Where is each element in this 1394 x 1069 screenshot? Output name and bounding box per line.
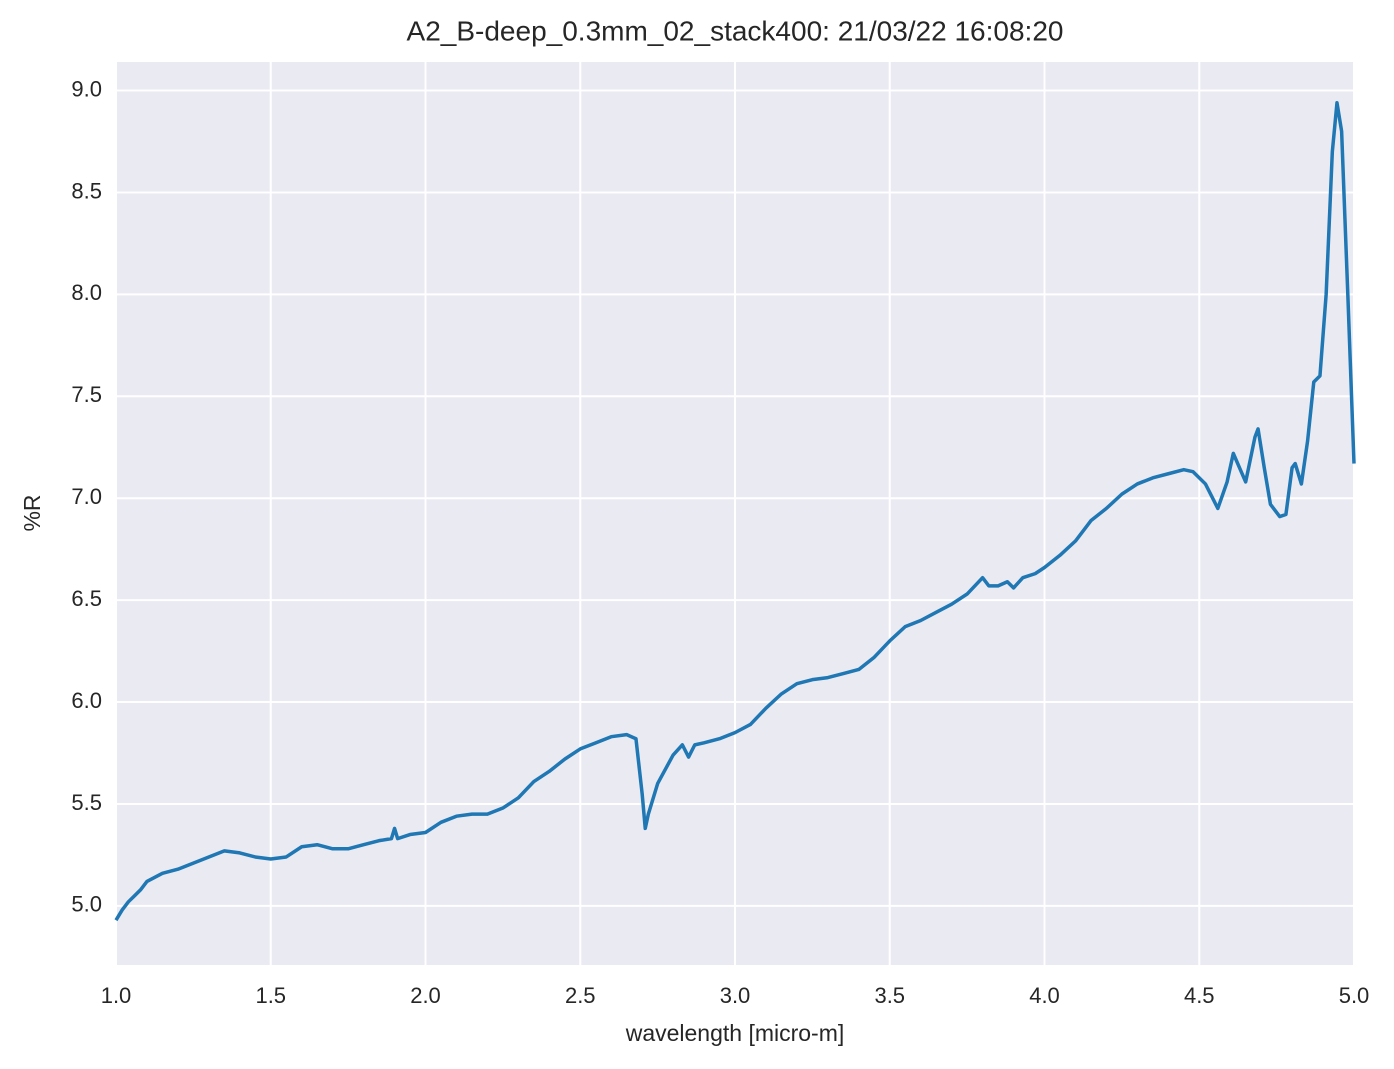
y-tick-label: 7.5 <box>71 382 102 407</box>
x-tick-label: 2.5 <box>565 983 596 1008</box>
x-tick-label: 4.5 <box>1184 983 1215 1008</box>
y-tick-label: 8.0 <box>71 280 102 305</box>
y-tick-label: 6.0 <box>71 688 102 713</box>
x-tick-label: 1.5 <box>255 983 286 1008</box>
x-axis-label: wavelength [micro-m] <box>625 1020 845 1046</box>
y-tick-label: 7.0 <box>71 484 102 509</box>
grid <box>115 62 1355 965</box>
chart-title: A2_B-deep_0.3mm_02_stack400: 21/03/22 16… <box>407 15 1064 46</box>
x-tick-label: 3.5 <box>874 983 905 1008</box>
x-tick-label: 3.0 <box>720 983 751 1008</box>
x-tick-label: 5.0 <box>1339 983 1370 1008</box>
y-tick-label: 5.0 <box>71 892 102 917</box>
marks <box>114 101 1356 922</box>
y-tick-label: 6.5 <box>71 586 102 611</box>
data-line <box>114 101 1356 922</box>
x-tick-label: 1.0 <box>101 983 132 1008</box>
y-axis-label: %R <box>19 494 45 531</box>
y-tick-label: 5.5 <box>71 790 102 815</box>
x-tick-label: 4.0 <box>1029 983 1060 1008</box>
y-tick-label: 9.0 <box>71 76 102 101</box>
y-tick-label: 8.5 <box>71 178 102 203</box>
x-tick-label: 2.0 <box>410 983 441 1008</box>
